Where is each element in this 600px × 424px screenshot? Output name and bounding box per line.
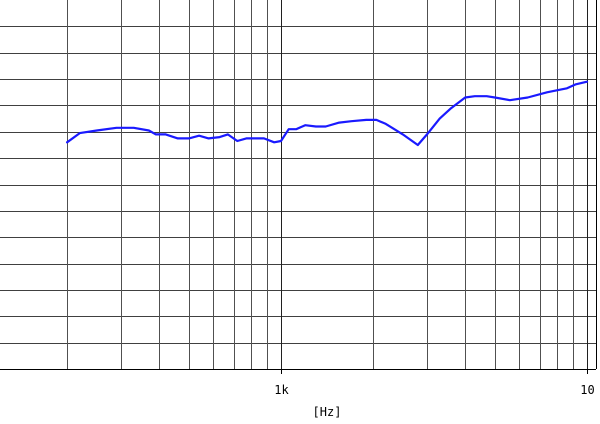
x-axis-label: [Hz] <box>313 405 342 419</box>
series-layer <box>65 80 589 147</box>
x-tick-labels: 1k 10 <box>274 369 595 397</box>
grid <box>0 0 596 369</box>
response-curve <box>65 80 589 147</box>
plot-frame <box>0 0 597 370</box>
x-tick-label: 10 <box>580 383 594 397</box>
x-tick-label: 1k <box>274 383 289 397</box>
